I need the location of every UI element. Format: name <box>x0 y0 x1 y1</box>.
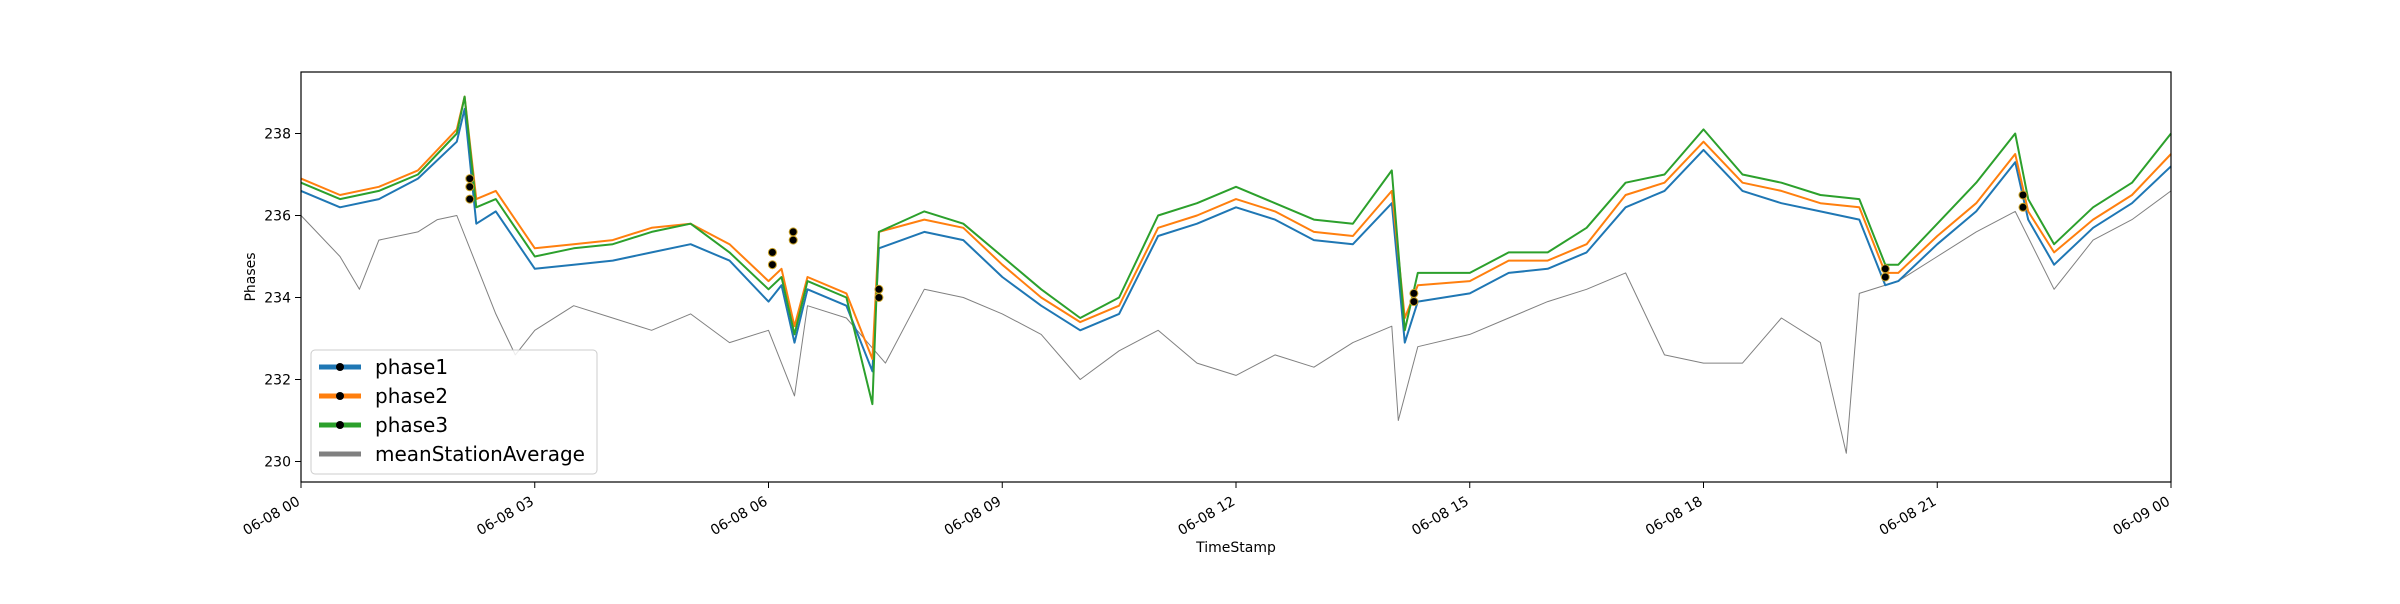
marker-point-8 <box>874 293 884 302</box>
marker-point-3 <box>767 247 777 257</box>
marker-point-6 <box>788 235 798 245</box>
legend-marker-phase2 <box>336 392 344 400</box>
marker-point-5 <box>788 227 798 237</box>
legend: phase1 phase2 phase3 meanStationAverage <box>310 349 598 475</box>
y-tick-label: 232 <box>264 373 291 389</box>
x-tick-label: 06-08 18 <box>1643 494 1706 539</box>
marker-layer <box>465 174 2028 307</box>
x-tick-label: 06-08 00 <box>240 494 303 539</box>
x-axis: 06-08 00 06-08 03 06-08 06 06-08 09 06-08 12… <box>240 482 2173 539</box>
x-axis-label: TimeStamp <box>1195 540 1276 556</box>
marker-point-4 <box>767 260 777 270</box>
x-tick-label: 06-08 09 <box>942 494 1005 539</box>
series-line-meanStationAverage <box>300 190 2172 454</box>
series-line-phase2 <box>300 95 2172 360</box>
legend-box <box>310 349 598 475</box>
marker-point-9 <box>1409 288 1419 298</box>
marker-point-0 <box>465 174 475 184</box>
series-layer <box>300 95 2172 454</box>
y-tick-label: 234 <box>264 291 291 307</box>
legend-marker-phase3 <box>336 421 344 429</box>
marker-point-13 <box>2018 190 2028 200</box>
x-tick-label: 06-08 03 <box>474 494 537 539</box>
marker-point-10 <box>1409 297 1419 307</box>
legend-marker-phase1 <box>336 363 344 371</box>
y-tick-label: 230 <box>264 455 291 471</box>
legend-label-phase3: phase3 <box>375 413 448 437</box>
marker-point-14 <box>2018 202 2028 212</box>
x-tick-label: 06-08 06 <box>708 494 771 539</box>
marker-point-11 <box>1880 264 1890 274</box>
y-axis-label: Phases <box>243 252 259 301</box>
y-tick-label: 238 <box>264 127 291 143</box>
series-line-phase3 <box>300 95 2172 406</box>
y-tick-label: 236 <box>264 209 291 225</box>
x-tick-label: 06-08 21 <box>1877 494 1940 539</box>
marker-point-1 <box>465 182 475 192</box>
legend-label-meanStationAverage: meanStationAverage <box>375 442 585 466</box>
x-tick-label: 06-09 00 <box>2110 494 2173 539</box>
x-tick-label: 06-08 15 <box>1409 494 1472 539</box>
marker-point-12 <box>1880 272 1890 282</box>
marker-point-7 <box>874 284 884 294</box>
series-line-phase1 <box>300 107 2172 373</box>
x-tick-label: 06-08 12 <box>1175 494 1238 539</box>
marker-point-2 <box>465 194 475 204</box>
legend-label-phase1: phase1 <box>375 355 448 379</box>
legend-label-phase2: phase2 <box>375 384 448 408</box>
y-axis: 230 232 234 236 238 <box>264 127 301 471</box>
